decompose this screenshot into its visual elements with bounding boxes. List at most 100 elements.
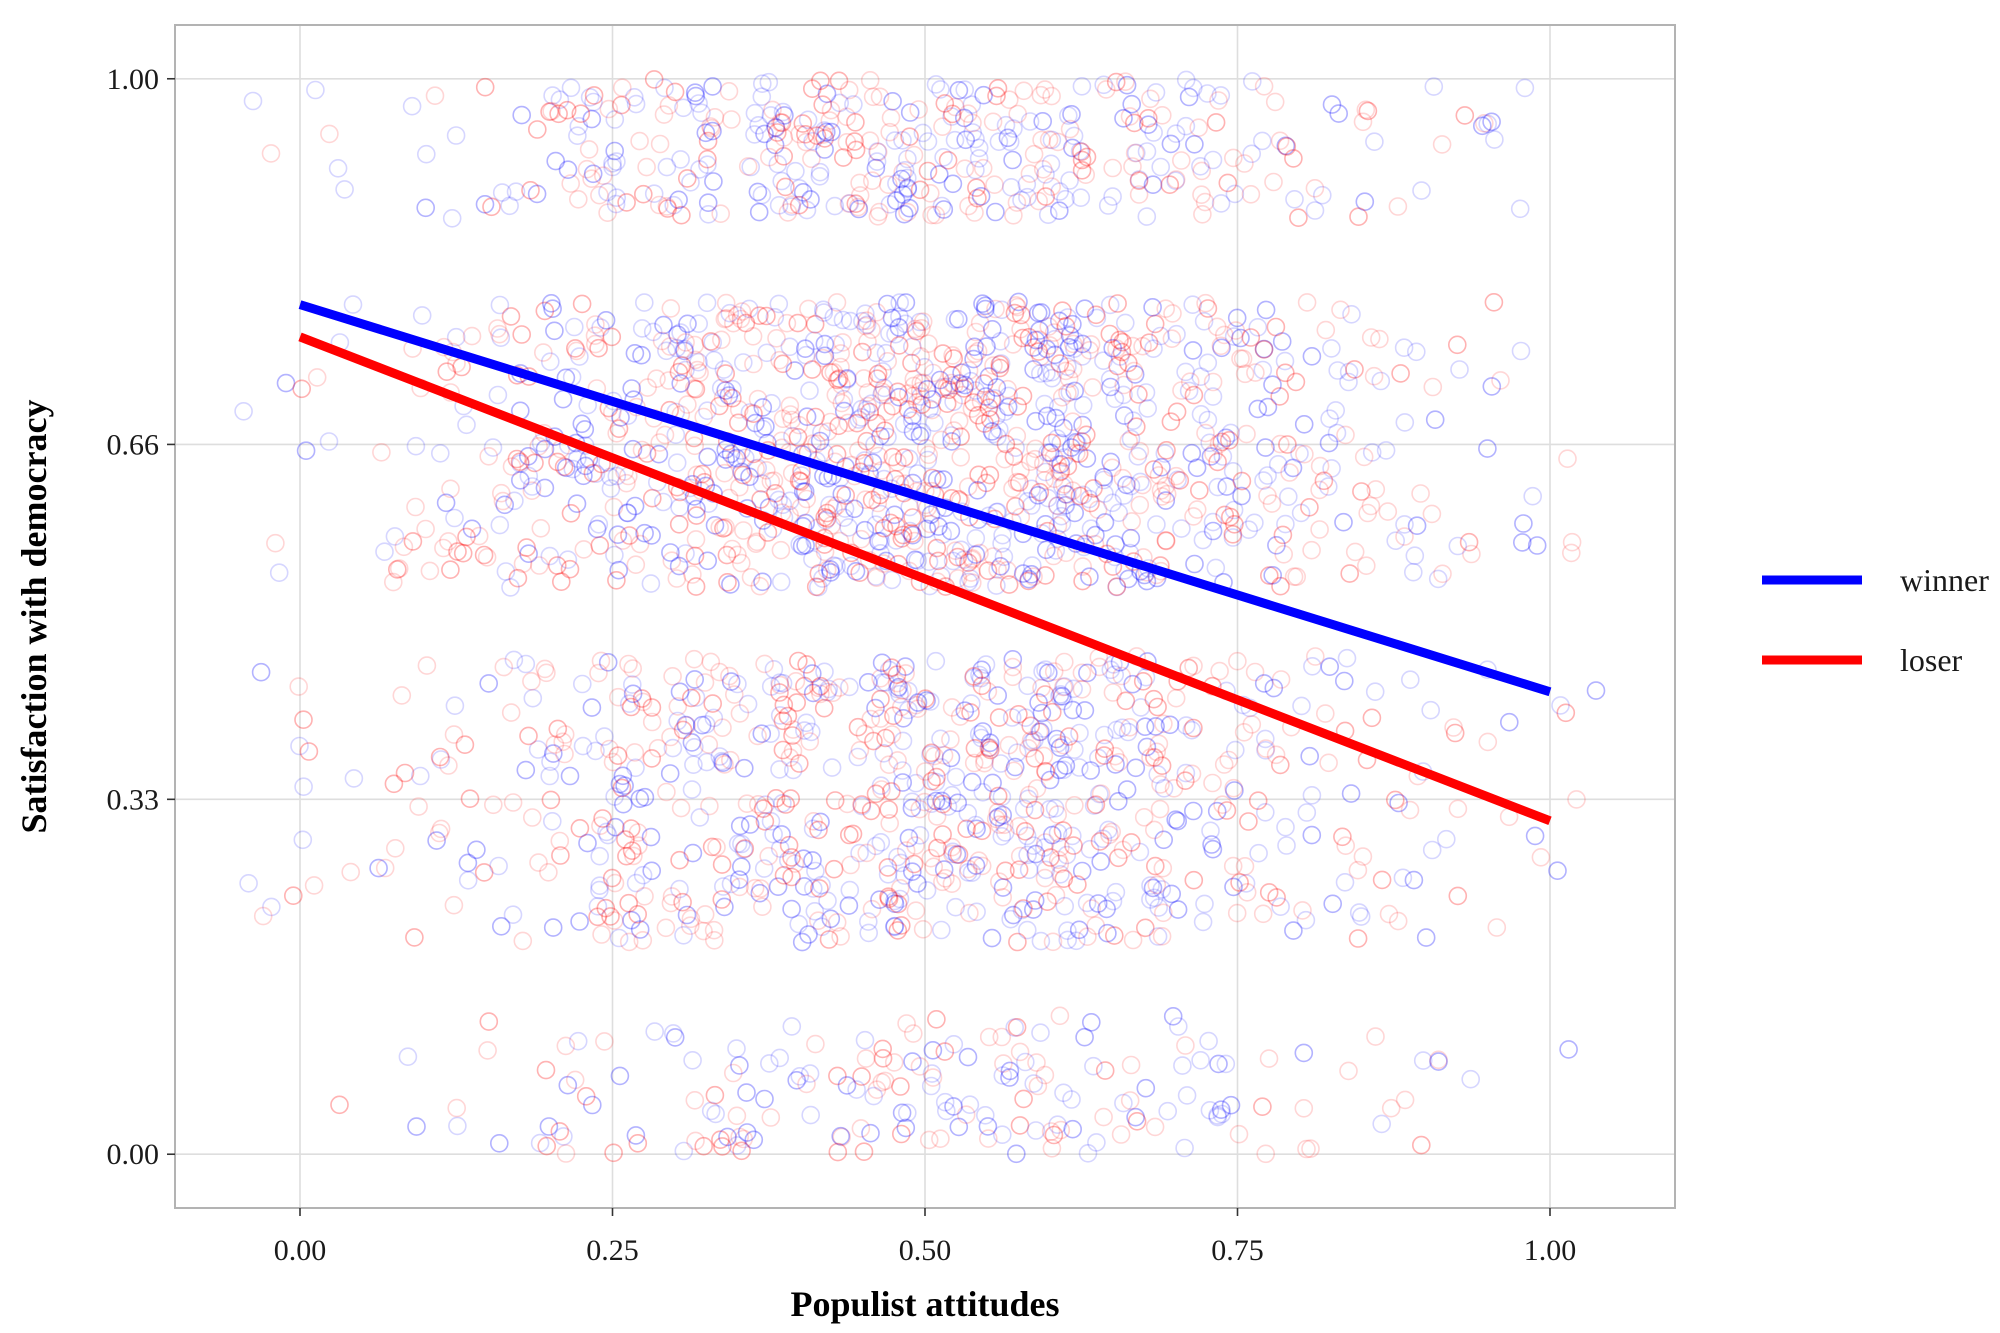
point-winner (825, 196, 845, 216)
point-loser (944, 421, 964, 440)
point-loser (1487, 918, 1507, 937)
point-winner (567, 494, 587, 514)
point-winner (1073, 334, 1092, 354)
point-winner (716, 450, 736, 469)
point-loser (873, 382, 892, 402)
point-winner (890, 307, 909, 326)
point-loser (815, 507, 835, 527)
point-winner (535, 478, 555, 498)
point-winner (1078, 1144, 1098, 1163)
point-winner (1155, 444, 1175, 463)
point-loser (850, 740, 870, 760)
point-loser (1009, 704, 1028, 724)
point-loser (731, 553, 751, 573)
point-loser (1433, 564, 1452, 584)
point-loser (987, 86, 1006, 106)
point-winner (1161, 134, 1181, 154)
point-winner (905, 550, 925, 570)
point-winner (1253, 131, 1272, 151)
point-winner (1327, 423, 1347, 443)
point-loser (425, 86, 445, 105)
point-winner (543, 918, 563, 937)
point-loser (1019, 785, 1039, 805)
point-winner (622, 379, 642, 398)
point-loser (750, 576, 770, 596)
point-loser (755, 654, 774, 674)
point-winner (1117, 75, 1137, 95)
point-winner (885, 917, 904, 937)
point-loser (686, 530, 706, 549)
point-winner (560, 766, 580, 786)
point-loser (1030, 482, 1050, 502)
point-loser (1233, 349, 1253, 369)
point-loser (1270, 387, 1289, 406)
point-loser (1160, 175, 1180, 194)
point-winner (944, 1097, 963, 1116)
point-winner (855, 1030, 875, 1050)
point-loser (1048, 516, 1068, 536)
point-loser (1038, 892, 1057, 912)
point-loser (788, 651, 808, 671)
point-loser (791, 498, 811, 517)
point-winner (690, 160, 709, 179)
point-loser (1077, 425, 1096, 445)
point-loser (711, 1130, 730, 1149)
point-winner (830, 93, 850, 113)
point-winner (1337, 648, 1357, 668)
point-loser (637, 444, 657, 463)
point-winner (1018, 845, 1037, 865)
point-winner (966, 545, 986, 564)
point-winner (1052, 506, 1071, 526)
point-loser (1172, 151, 1191, 170)
point-winner (1424, 77, 1444, 96)
point-loser (632, 440, 652, 460)
point-loser (572, 294, 592, 314)
point-winner (610, 1066, 630, 1086)
point-loser (630, 534, 650, 554)
point-winner (1404, 870, 1424, 890)
point-loser (875, 421, 895, 441)
point-loser (810, 879, 829, 898)
point-loser (661, 727, 680, 747)
point-loser (1228, 651, 1247, 671)
point-loser (1209, 91, 1228, 110)
point-loser (1212, 432, 1232, 452)
point-loser (831, 927, 850, 946)
point-winner (698, 447, 718, 467)
point-winner (911, 387, 930, 406)
point-loser (883, 447, 903, 467)
point-winner (1115, 406, 1134, 425)
point-winner (1264, 678, 1284, 698)
point-winner (1187, 458, 1207, 478)
point-loser (852, 1067, 871, 1086)
point-winner (740, 815, 760, 834)
point-winner (903, 422, 923, 441)
point-winner (554, 1127, 573, 1146)
point-loser (554, 457, 574, 477)
point-winner (1193, 912, 1213, 932)
point-winner (1292, 696, 1311, 716)
point-winner (1371, 371, 1391, 391)
point-loser (826, 385, 846, 405)
point-loser (1271, 755, 1290, 775)
point-loser (967, 178, 986, 197)
point-loser (874, 518, 894, 538)
point-winner (982, 928, 1002, 948)
point-loser (910, 799, 930, 819)
point-loser (533, 343, 553, 362)
point-loser (806, 407, 825, 427)
point-winner (1221, 423, 1241, 443)
point-loser (931, 430, 951, 450)
point-loser (783, 741, 803, 761)
point-winner (820, 560, 840, 579)
point-loser (1235, 154, 1254, 173)
point-winner (1225, 781, 1244, 800)
point-loser (1086, 795, 1106, 815)
point-winner (590, 876, 610, 896)
point-loser (773, 354, 793, 374)
point-winner (1294, 414, 1314, 434)
point-winner (556, 458, 576, 478)
point-winner (1009, 292, 1028, 312)
point-loser (1015, 821, 1035, 841)
point-winner (962, 772, 982, 792)
